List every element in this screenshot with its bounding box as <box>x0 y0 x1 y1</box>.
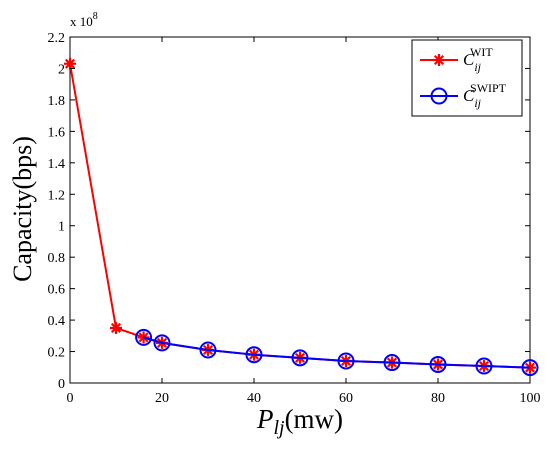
data-point-swipt <box>291 349 309 367</box>
star-stroke <box>64 58 76 69</box>
y-multiplier-exp: 8 <box>93 11 98 22</box>
y-axis-label: Capacity(bps) <box>8 136 37 282</box>
data-point-swipt <box>245 346 263 364</box>
x-tick-label: 40 <box>247 391 261 406</box>
y-tick-label: 1.4 <box>48 157 66 172</box>
plot-area <box>69 36 531 384</box>
legend-label-swipt: CijSWIPT <box>463 81 507 110</box>
star-stroke <box>433 54 445 66</box>
data-point-swipt <box>429 355 447 373</box>
y-tick-label: 2.2 <box>48 31 66 46</box>
x-tick-label: 60 <box>339 391 353 406</box>
legend-label-wit: CijWIT <box>463 45 493 74</box>
y-tick-label: 0.2 <box>48 346 66 361</box>
y-multiplier: x 108 <box>70 11 98 29</box>
y-tick-label: 2 <box>58 62 65 77</box>
legend-label-wit-sub: ij <box>474 60 481 74</box>
data-point-wit <box>64 57 76 70</box>
legend-label-swipt-main: C <box>463 86 475 105</box>
x-tick-label: 80 <box>431 391 445 406</box>
data-point-swipt <box>475 357 493 375</box>
legend-entry-wit: CijWIT <box>420 45 493 74</box>
data-point-swipt <box>153 334 171 352</box>
x-axis-label-unit: (mw) <box>285 404 343 434</box>
legend-circle-marker <box>430 87 448 105</box>
x-tick-label: 20 <box>155 391 169 406</box>
series-markers-swipt <box>135 328 539 377</box>
data-point-swipt <box>135 328 153 346</box>
y-tick-label: 0.4 <box>48 314 66 329</box>
series-line-swipt <box>143 336 531 369</box>
x-axis-label-main: P <box>256 404 274 434</box>
legend-entry-swipt: CijSWIPT <box>420 81 507 110</box>
legend-box <box>411 39 523 117</box>
x-axis-label: Plj(mw) <box>256 404 343 439</box>
y-tick-label: 1.6 <box>48 125 66 140</box>
y-tick-label: 1.8 <box>48 94 66 109</box>
legend-star-marker <box>433 54 445 66</box>
legend-marker-wit <box>433 54 445 66</box>
y-tick-label: 0.6 <box>48 283 66 298</box>
y-tick-label: 1 <box>58 220 65 235</box>
data-point-swipt <box>337 352 355 370</box>
x-tick-label: 100 <box>520 391 541 406</box>
y-tick-label: 0.8 <box>48 251 66 266</box>
legend-marker-swipt <box>430 87 448 105</box>
legend: CijWIT CijSWIPT <box>411 39 523 117</box>
legend-label-wit-sup: WIT <box>470 45 493 59</box>
x-tick-label: 0 <box>67 391 74 406</box>
y-multiplier-base: x 10 <box>70 14 93 29</box>
legend-label-wit-main: C <box>463 50 475 69</box>
legend-label-swipt-sub: ij <box>474 96 481 110</box>
data-point-wit <box>110 321 122 334</box>
legend-label-swipt-sup: SWIPT <box>470 81 507 95</box>
data-point-swipt <box>383 354 401 372</box>
data-point-swipt <box>199 341 217 359</box>
x-axis-label-sub: lj <box>273 417 285 439</box>
data-point-swipt <box>521 359 539 377</box>
y-tick-label: 1.2 <box>48 188 66 203</box>
star-stroke <box>110 322 122 333</box>
plot-frame <box>69 36 531 384</box>
y-tick-label: 0 <box>58 377 65 392</box>
series-layer <box>64 57 539 377</box>
tick-layer: 0 20 40 60 80 100 0 0.2 0.4 0.6 0.8 1 1.2 1.4 1.6 1.8 2 2… <box>48 31 541 406</box>
